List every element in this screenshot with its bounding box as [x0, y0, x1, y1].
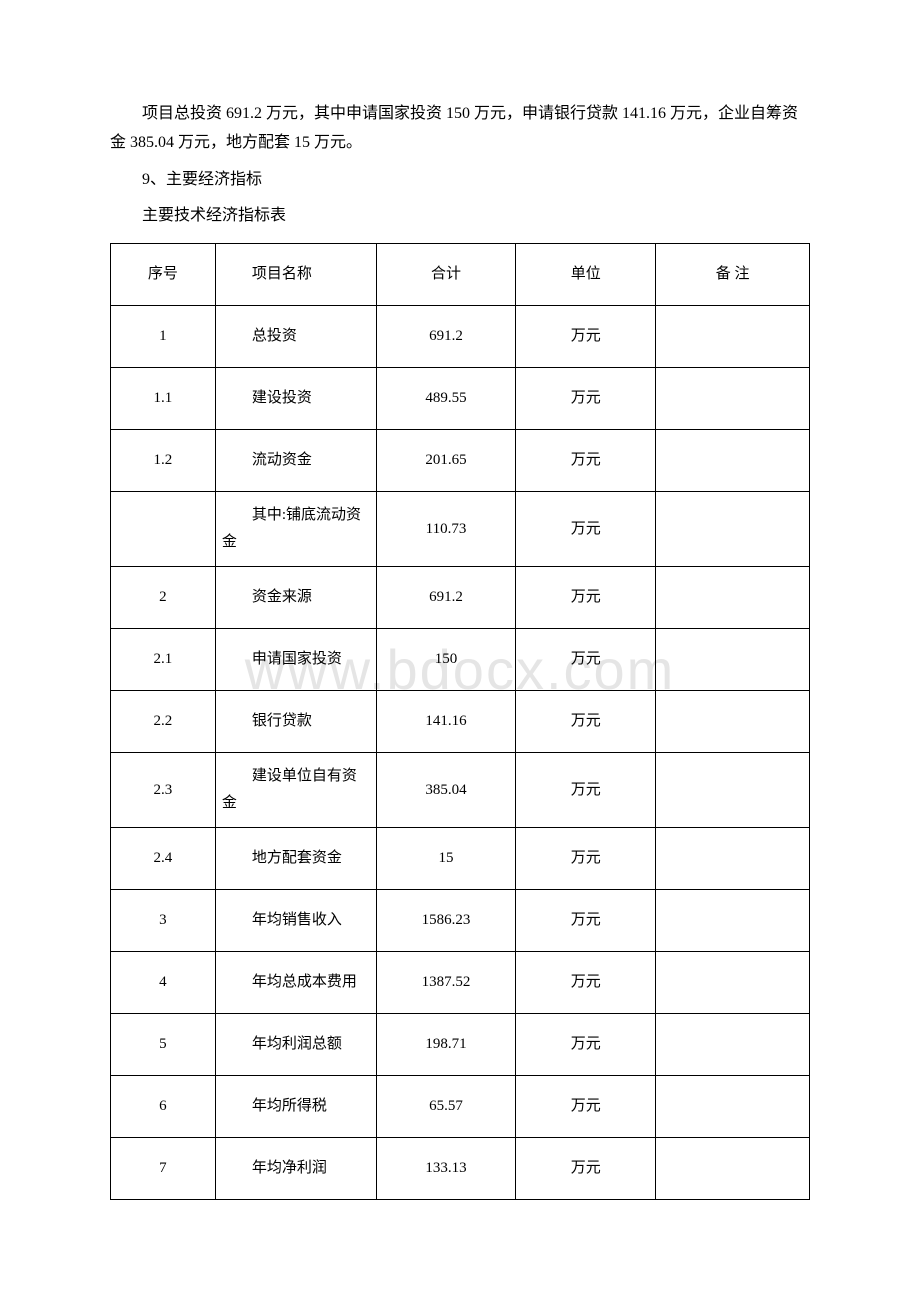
cell-unit: 万元	[516, 1076, 656, 1138]
table-row: 5年均利润总额198.71万元	[111, 1014, 810, 1076]
cell-note	[656, 753, 810, 828]
table-title: 主要技术经济指标表	[110, 202, 810, 231]
cell-unit: 万元	[516, 952, 656, 1014]
cell-total: 691.2	[376, 306, 516, 368]
cell-seq: 2.2	[111, 691, 216, 753]
cell-unit: 万元	[516, 492, 656, 567]
cell-unit: 万元	[516, 890, 656, 952]
cell-total: 65.57	[376, 1076, 516, 1138]
cell-seq	[111, 492, 216, 567]
header-name: 项目名称	[215, 244, 376, 306]
table-row: 2.1申请国家投资150万元	[111, 629, 810, 691]
cell-total: 385.04	[376, 753, 516, 828]
table-row: 2.3建设单位自有资金385.04万元	[111, 753, 810, 828]
cell-total: 1586.23	[376, 890, 516, 952]
cell-name: 建设投资	[215, 368, 376, 430]
cell-note	[656, 368, 810, 430]
intro-paragraph: 项目总投资 691.2 万元，其中申请国家投资 150 万元，申请银行贷款 14…	[110, 100, 810, 158]
cell-note	[656, 952, 810, 1014]
section-heading: 9、主要经济指标	[110, 166, 810, 195]
header-seq: 序号	[111, 244, 216, 306]
cell-name: 申请国家投资	[215, 629, 376, 691]
cell-total: 198.71	[376, 1014, 516, 1076]
cell-note	[656, 890, 810, 952]
table-row: 其中:铺底流动资金110.73万元	[111, 492, 810, 567]
cell-total: 133.13	[376, 1138, 516, 1200]
cell-note	[656, 567, 810, 629]
cell-name: 年均净利润	[215, 1138, 376, 1200]
table-row: 2.2银行贷款141.16万元	[111, 691, 810, 753]
cell-note	[656, 828, 810, 890]
header-unit: 单位	[516, 244, 656, 306]
cell-seq: 5	[111, 1014, 216, 1076]
cell-unit: 万元	[516, 567, 656, 629]
cell-seq: 2	[111, 567, 216, 629]
cell-seq: 1	[111, 306, 216, 368]
cell-unit: 万元	[516, 691, 656, 753]
table-row: 1.1建设投资489.55万元	[111, 368, 810, 430]
cell-name: 年均销售收入	[215, 890, 376, 952]
header-note: 备 注	[656, 244, 810, 306]
cell-note	[656, 1138, 810, 1200]
cell-note	[656, 1076, 810, 1138]
cell-seq: 3	[111, 890, 216, 952]
cell-unit: 万元	[516, 1014, 656, 1076]
economic-indicators-table: 序号 项目名称 合计 单位 备 注 1总投资691.2万元1.1建设投资489.…	[110, 243, 810, 1200]
cell-unit: 万元	[516, 828, 656, 890]
cell-total: 15	[376, 828, 516, 890]
cell-total: 110.73	[376, 492, 516, 567]
cell-unit: 万元	[516, 1138, 656, 1200]
cell-name: 流动资金	[215, 430, 376, 492]
cell-note	[656, 492, 810, 567]
cell-total: 150	[376, 629, 516, 691]
cell-note	[656, 629, 810, 691]
table-row: 1.2流动资金201.65万元	[111, 430, 810, 492]
header-total: 合计	[376, 244, 516, 306]
cell-name: 年均利润总额	[215, 1014, 376, 1076]
cell-name: 其中:铺底流动资金	[215, 492, 376, 567]
table-row: 3年均销售收入1586.23万元	[111, 890, 810, 952]
cell-unit: 万元	[516, 368, 656, 430]
cell-name: 资金来源	[215, 567, 376, 629]
cell-unit: 万元	[516, 430, 656, 492]
document-content: 项目总投资 691.2 万元，其中申请国家投资 150 万元，申请银行贷款 14…	[110, 100, 810, 1200]
cell-seq: 1.2	[111, 430, 216, 492]
table-row: 2.4地方配套资金15万元	[111, 828, 810, 890]
cell-seq: 1.1	[111, 368, 216, 430]
cell-name: 年均总成本费用	[215, 952, 376, 1014]
cell-name: 总投资	[215, 306, 376, 368]
cell-name: 银行贷款	[215, 691, 376, 753]
cell-name: 地方配套资金	[215, 828, 376, 890]
table-row: 2资金来源691.2万元	[111, 567, 810, 629]
cell-seq: 4	[111, 952, 216, 1014]
cell-total: 141.16	[376, 691, 516, 753]
cell-unit: 万元	[516, 306, 656, 368]
cell-total: 1387.52	[376, 952, 516, 1014]
cell-unit: 万元	[516, 753, 656, 828]
table-row: 7年均净利润133.13万元	[111, 1138, 810, 1200]
cell-note	[656, 1014, 810, 1076]
table-header-row: 序号 项目名称 合计 单位 备 注	[111, 244, 810, 306]
cell-seq: 2.3	[111, 753, 216, 828]
cell-total: 691.2	[376, 567, 516, 629]
cell-unit: 万元	[516, 629, 656, 691]
table-row: 4年均总成本费用1387.52万元	[111, 952, 810, 1014]
table-row: 1总投资691.2万元	[111, 306, 810, 368]
cell-seq: 7	[111, 1138, 216, 1200]
cell-seq: 6	[111, 1076, 216, 1138]
cell-total: 489.55	[376, 368, 516, 430]
cell-name: 建设单位自有资金	[215, 753, 376, 828]
cell-name: 年均所得税	[215, 1076, 376, 1138]
cell-seq: 2.4	[111, 828, 216, 890]
table-row: 6年均所得税65.57万元	[111, 1076, 810, 1138]
cell-total: 201.65	[376, 430, 516, 492]
cell-seq: 2.1	[111, 629, 216, 691]
cell-note	[656, 691, 810, 753]
cell-note	[656, 430, 810, 492]
cell-note	[656, 306, 810, 368]
